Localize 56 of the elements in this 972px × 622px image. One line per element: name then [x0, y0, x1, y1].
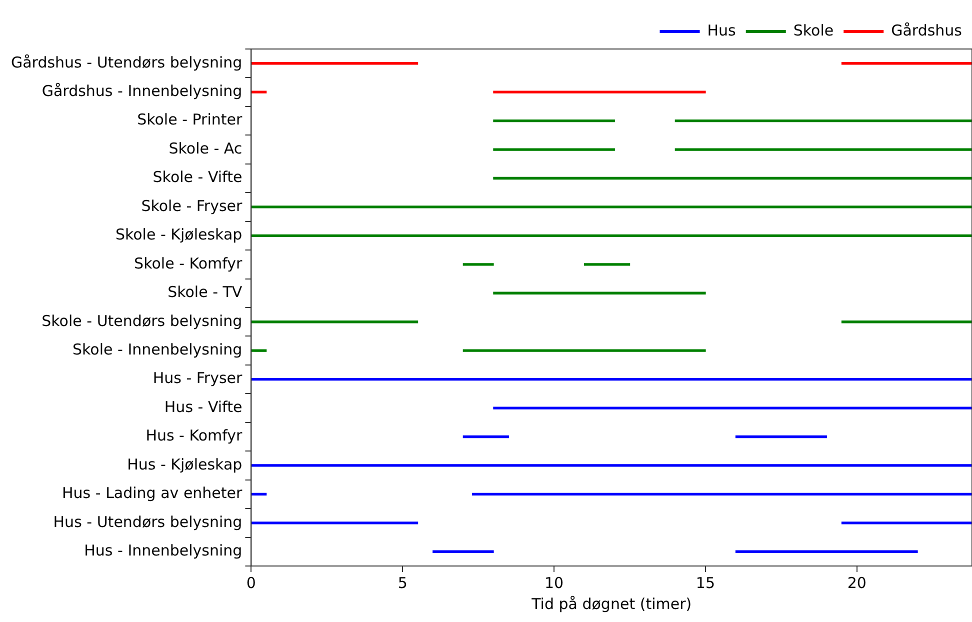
- bar: [251, 349, 267, 352]
- y-tick-label: Gårdshus - Utendørs belysning: [10, 53, 242, 72]
- bar: [674, 119, 972, 122]
- y-tick-label: Gårdshus - Innenbelysning: [42, 82, 242, 100]
- bar: [251, 90, 267, 94]
- bar: [472, 492, 972, 496]
- y-tick-label: Hus - Lading av enheter: [62, 484, 244, 502]
- bar: [251, 492, 267, 496]
- y-tick-label: Skole - Kjøleskap: [115, 226, 242, 244]
- bar: [251, 234, 972, 238]
- bar: [251, 378, 972, 381]
- x-tick-label: 5: [398, 574, 408, 592]
- bar: [735, 550, 918, 553]
- bar: [493, 292, 706, 294]
- legend-label: Skole: [793, 21, 834, 40]
- bar: [251, 522, 418, 524]
- bar: [584, 263, 630, 266]
- bar: [251, 464, 972, 467]
- y-tick-label: Skole - Printer: [137, 110, 244, 129]
- legend-label: Hus: [707, 21, 736, 40]
- bar: [841, 522, 972, 524]
- y-tick-label: Hus - Vifte: [164, 398, 242, 416]
- bar: [841, 62, 972, 65]
- bar: [735, 435, 827, 438]
- y-tick-label: Skole - Innenbelysning: [72, 340, 242, 358]
- bar: [251, 320, 418, 324]
- y-tick-label: Skole - Komfyr: [134, 254, 244, 272]
- y-tick-label: Skole - Vifte: [152, 168, 242, 186]
- y-tick-label: Hus - Utendørs belysning: [53, 512, 242, 531]
- x-axis-title: Tid på døgnet (timer): [530, 594, 692, 613]
- bar: [493, 119, 615, 122]
- y-tick-label: Skole - Fryser: [141, 196, 244, 215]
- legend-label: Gårdshus: [891, 21, 962, 40]
- y-tick-label: Skole - TV: [168, 283, 243, 302]
- bar: [251, 206, 972, 208]
- x-tick-label: 0: [246, 574, 256, 592]
- x-tick-label: 15: [696, 574, 716, 592]
- bar: [462, 263, 494, 266]
- y-tick-label: Hus - Fryser: [152, 369, 244, 388]
- bar: [462, 435, 509, 438]
- bar: [841, 320, 972, 324]
- bar: [493, 148, 615, 151]
- bar: [493, 406, 972, 410]
- x-tick-label: 10: [544, 574, 564, 592]
- y-tick-label: Hus - Innenbelysning: [84, 542, 242, 560]
- y-tick-label: Hus - Komfyr: [146, 426, 244, 445]
- bar: [493, 176, 972, 180]
- y-tick-label: Skole - Utendørs belysning: [42, 312, 242, 330]
- x-tick-label: 20: [847, 574, 866, 592]
- bar: [493, 90, 706, 94]
- y-tick-label: Skole - Ac: [168, 139, 242, 158]
- bar: [251, 62, 418, 65]
- bar: [432, 550, 494, 553]
- bar: [674, 148, 972, 151]
- bar: [462, 349, 706, 352]
- y-tick-label: Hus - Kjøleskap: [127, 455, 242, 474]
